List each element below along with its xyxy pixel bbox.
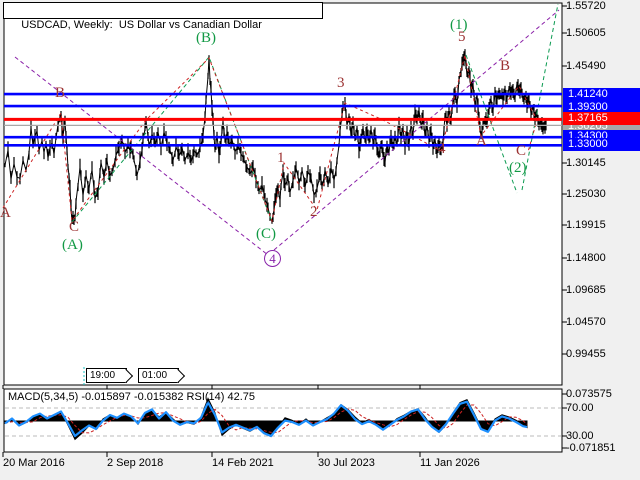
indicator-axis-tick-label: 70.00 [566,402,594,414]
wave-label[interactable]: (C) [256,226,276,242]
indicator-label: MACD(5,34,5) -0.015897 -0.015382 RSI(14)… [8,391,256,403]
wave-label[interactable]: B [500,58,511,74]
date-axis-label: 2 Sep 2018 [107,457,164,469]
wave-label[interactable]: 3 [337,75,345,91]
chart-title-box: USDCAD, Weekly: US Dollar vs Canadian Do… [3,2,323,31]
price-axis-tick-label: 1.14800 [566,252,606,264]
price-level-badge: 1.41240 [563,88,640,101]
date-axis-label: 11 Jan 2026 [420,457,480,469]
price-axis-tick-label: 1.19915 [566,219,606,231]
price-axis-tick-label: 1.50605 [566,27,606,39]
wave-label[interactable]: 5 [458,29,466,45]
date-axis-label: 20 Mar 2016 [3,457,65,469]
wave-label[interactable]: 4 [438,141,446,157]
date-axis-label: 14 Feb 2021 [212,457,274,469]
indicator-axis-tick-label: -0.071851 [566,442,616,454]
price-axis-tick-label: 1.04570 [566,316,606,328]
price-axis-tick-label: 1.45490 [566,60,606,72]
wave-label[interactable]: (A) [62,237,83,253]
price-axis-tick-label: 1.25030 [566,188,606,200]
date-axis-label: 30 Jul 2023 [318,457,375,469]
price-level-badge: 1.33000 [563,138,640,151]
wave-label[interactable]: (B) [196,30,216,46]
price-level-badge: 1.39300 [563,100,640,114]
indicator-axis-tick-label: 0.073575 [566,388,612,400]
wave-label[interactable]: (2) [509,160,527,176]
wave-label[interactable]: B [55,85,66,101]
wave-label[interactable]: 2 [310,204,318,220]
wave-label[interactable]: A [0,205,11,221]
time-flag[interactable]: 01:00 [138,368,179,383]
chart-title: USDCAD, Weekly: US Dollar vs Canadian Do… [21,19,262,31]
price-axis-tick-label: 1.55720 [566,0,606,12]
price-axis-tick-label: 1.30145 [566,157,606,169]
time-flag[interactable]: 19:00 [86,368,127,383]
wave-label[interactable]: A [476,133,487,149]
price-axis-tick-label: 0.99455 [566,348,606,360]
indicator-axis-tick-label: 30.00 [566,430,594,442]
wave-label[interactable]: 4 [264,250,281,267]
wave-label[interactable]: (1) [450,17,468,33]
wave-label[interactable]: C [69,219,80,235]
price-axis-tick-label: 1.09685 [566,284,606,296]
wave-label[interactable]: 1 [277,150,285,166]
price-level-badge: 1.37165 [563,111,640,125]
wave-label[interactable]: C [516,143,527,159]
